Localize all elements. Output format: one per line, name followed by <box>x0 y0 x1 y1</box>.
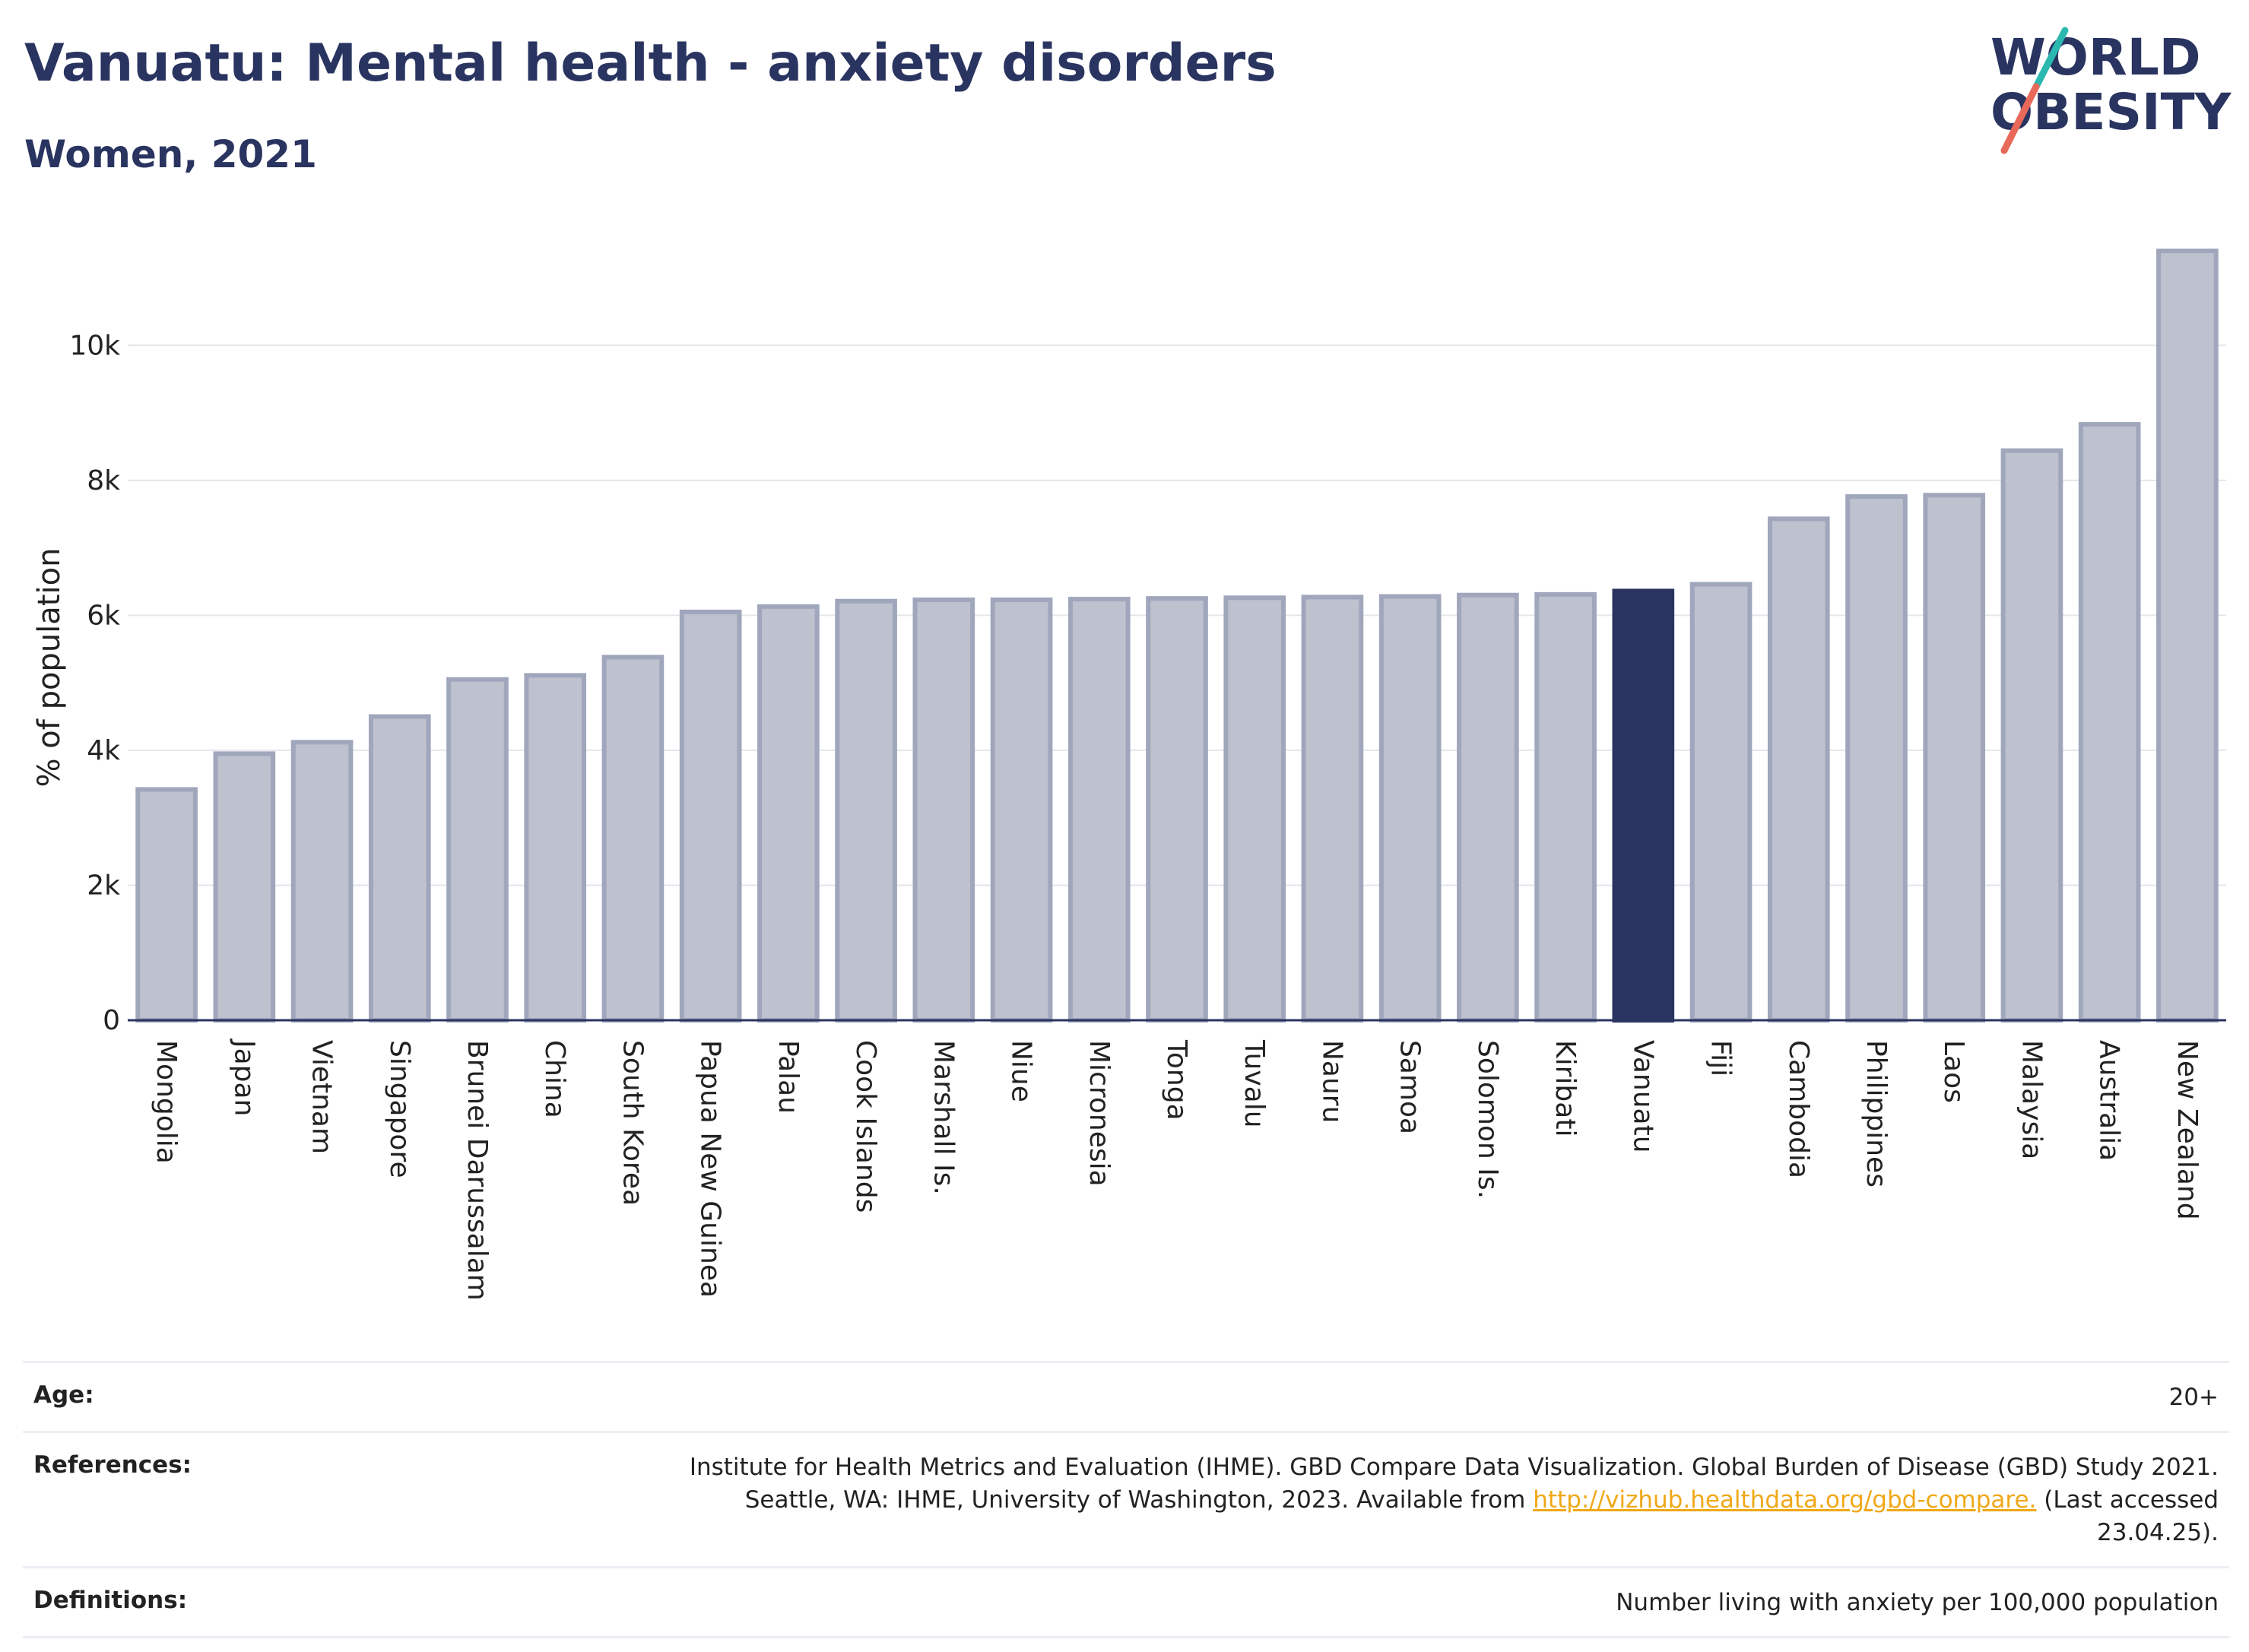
bar-japan <box>213 751 276 1023</box>
references-label: References: <box>33 1451 192 1479</box>
bar-vietnam <box>290 740 354 1023</box>
logo-slash-top <box>2032 27 2069 90</box>
x-tick-label: Papua New Guinea <box>695 1040 726 1298</box>
x-tick-label: Fiji <box>1705 1040 1737 1076</box>
logo-slash-bottom <box>2000 83 2040 154</box>
bar-vanuatu <box>1612 588 1675 1023</box>
x-tick-label: Singapore <box>384 1040 415 1178</box>
x-tick-label: Kiribati <box>1550 1040 1581 1137</box>
bar-australia <box>2078 422 2141 1023</box>
references-suffix: (Last accessed 23.04.25). <box>2044 1486 2219 1546</box>
definitions-label: Definitions: <box>33 1587 188 1614</box>
bar-micronesia <box>1067 597 1131 1023</box>
y-tick-label: 6k <box>87 600 120 631</box>
chart-title: Vanuatu: Mental health - anxiety disorde… <box>24 33 1277 94</box>
bar-philippines <box>1845 494 1908 1023</box>
references-value: Institute for Health Metrics and Evaluat… <box>668 1451 2219 1549</box>
bar-cambodia <box>1767 516 1830 1023</box>
bar-new-zealand <box>2156 249 2219 1023</box>
bar-solomon-is <box>1457 592 1519 1023</box>
bar-niue <box>990 597 1053 1023</box>
x-tick-label: Mongolia <box>151 1040 182 1164</box>
world-obesity-logo: WORLD OBESITY <box>1990 27 2232 154</box>
y-tick-label: 0 <box>103 1005 120 1036</box>
age-value: 20+ <box>2168 1384 2219 1411</box>
x-tick-label: Micronesia <box>1083 1040 1115 1187</box>
bar-laos <box>1923 493 1986 1023</box>
age-label: Age: <box>33 1381 94 1409</box>
x-tick-label: Laos <box>1938 1040 1969 1103</box>
y-tick-labels: 0 2k 4k 6k 8k 10k <box>69 330 120 1036</box>
x-tick-label: Tonga <box>1161 1039 1192 1121</box>
x-tick-label: New Zealand <box>2171 1040 2203 1220</box>
x-tick-label: Vietnam <box>306 1040 338 1154</box>
bar-brunei-darussalam <box>446 677 509 1023</box>
chart-subtitle: Women, 2021 <box>24 132 317 176</box>
bar-nauru <box>1301 595 1364 1023</box>
x-tick-label: Japan <box>228 1038 259 1116</box>
references-link[interactable]: http://vizhub.healthdata.org/gbd-compare… <box>1533 1486 2037 1514</box>
y-tick-label: 10k <box>69 330 120 361</box>
x-tick-label: Tuvalu <box>1239 1039 1270 1128</box>
bars <box>135 249 2219 1023</box>
bar-malaysia <box>2000 448 2063 1023</box>
x-tick-labels: Mongolia Japan Vietnam Singapore Brunei Daru… <box>151 1038 2203 1301</box>
x-tick-label: Cook Islands <box>850 1040 881 1213</box>
bar-tonga <box>1146 596 1208 1023</box>
x-tick-label: Solomon Is. <box>1472 1040 1503 1199</box>
bar-papua-new-guinea <box>679 609 742 1023</box>
bar-samoa <box>1378 594 1442 1023</box>
bar-marshall-is <box>912 597 975 1023</box>
bar-mongolia <box>135 787 198 1023</box>
x-tick-label: Vanuatu <box>1627 1040 1658 1153</box>
bar-palau <box>757 604 820 1023</box>
info-row-references: References: Institute for Health Metrics… <box>23 1431 2229 1566</box>
bar-china <box>524 673 587 1023</box>
bar-fiji <box>1689 582 1753 1023</box>
info-table: Age: 20+ References: Institute for Healt… <box>23 1361 2229 1638</box>
x-tick-label: Cambodia <box>1783 1040 1814 1178</box>
x-tick-label: Brunei Darussalam <box>462 1040 493 1301</box>
x-tick-label: South Korea <box>617 1040 648 1206</box>
x-tick-label: Malaysia <box>2016 1040 2047 1159</box>
definitions-value: Number living with anxiety per 100,000 p… <box>1616 1589 2219 1616</box>
x-tick-label: Nauru <box>1316 1040 1347 1123</box>
y-tick-label: 2k <box>87 870 120 901</box>
bar-kiribati <box>1534 591 1597 1023</box>
references-text: Institute for Health Metrics and Evaluat… <box>689 1454 2219 1514</box>
x-tick-label: Marshall Is. <box>928 1040 959 1195</box>
bar-singapore <box>368 714 431 1023</box>
x-tick-label: Australia <box>2094 1040 2125 1161</box>
x-tick-label: Samoa <box>1394 1040 1426 1134</box>
y-axis-label: % of population <box>32 548 67 788</box>
bar-cook-islands <box>835 598 897 1023</box>
info-row-age: Age: 20+ <box>23 1361 2229 1431</box>
logo-line1: WORLD <box>1990 28 2201 87</box>
bar-tuvalu <box>1223 595 1286 1023</box>
y-tick-label: 8k <box>87 465 120 496</box>
x-tick-label: Palau <box>772 1040 804 1114</box>
x-tick-label: Philippines <box>1860 1040 1892 1187</box>
bar-south-korea <box>601 655 665 1023</box>
x-tick-label: Niue <box>1006 1040 1037 1102</box>
x-tick-label: China <box>539 1040 570 1118</box>
y-tick-label: 4k <box>87 735 120 766</box>
info-row-definitions: Definitions: Number living with anxiety … <box>23 1566 2229 1638</box>
bar-chart: 0 2k 4k 6k 8k 10k Mongolia Japan Vietnam Singapo… <box>32 249 2226 1301</box>
